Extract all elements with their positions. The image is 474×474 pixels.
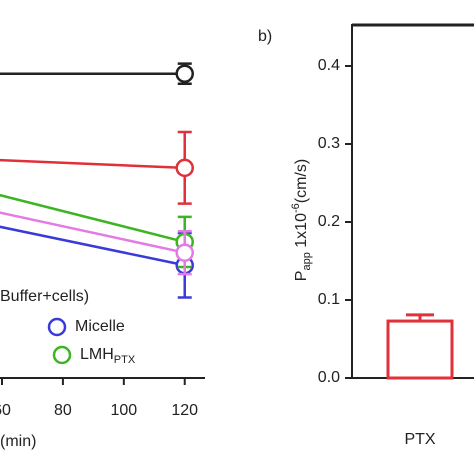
y-tick-label: 0.2 — [318, 213, 340, 230]
legend-label: Micelle — [75, 318, 125, 335]
panel-label: b) — [258, 28, 272, 45]
y-tick-label: 0.3 — [318, 135, 340, 152]
y-label-sub: app — [301, 252, 313, 270]
marker — [175, 158, 194, 178]
x-tick-label: 120 — [171, 402, 198, 419]
marker — [175, 64, 194, 83]
series-line — [0, 225, 185, 267]
legend-label: Buffer+cells) — [0, 288, 89, 305]
x-tick-label: 100 — [110, 402, 137, 419]
legend-marker — [52, 345, 72, 365]
y-tick-label: 0.0 — [318, 369, 340, 386]
legend-subscript: PTX — [114, 354, 136, 366]
series-line — [0, 158, 185, 170]
x-tick-label: PTX — [404, 431, 435, 448]
legend-marker — [47, 317, 67, 337]
series-line — [0, 211, 185, 254]
y-axis-label: Papp 1x10-6(cm/s) — [290, 159, 313, 281]
y-label-main: P — [293, 271, 310, 282]
series-line — [0, 193, 186, 244]
x-axis-label: (min) — [0, 433, 36, 450]
legend-name: LMH — [80, 346, 114, 363]
x-tick-label: 60 — [0, 402, 11, 419]
y-label-sup: -6 — [290, 203, 302, 213]
marker — [175, 243, 194, 262]
y-tick-label: 0.4 — [318, 57, 340, 74]
legend-label: LMHPTX — [80, 346, 136, 366]
legend-name: Micelle — [75, 318, 125, 335]
legend-name: Buffer+cells) — [0, 288, 89, 305]
y-label-end: (cm/s) — [293, 159, 310, 203]
x-tick-label: 80 — [54, 402, 72, 419]
y-tick-label: 0.1 — [318, 291, 340, 308]
y-label-mid: 1x10 — [293, 213, 310, 252]
bar — [386, 319, 454, 380]
